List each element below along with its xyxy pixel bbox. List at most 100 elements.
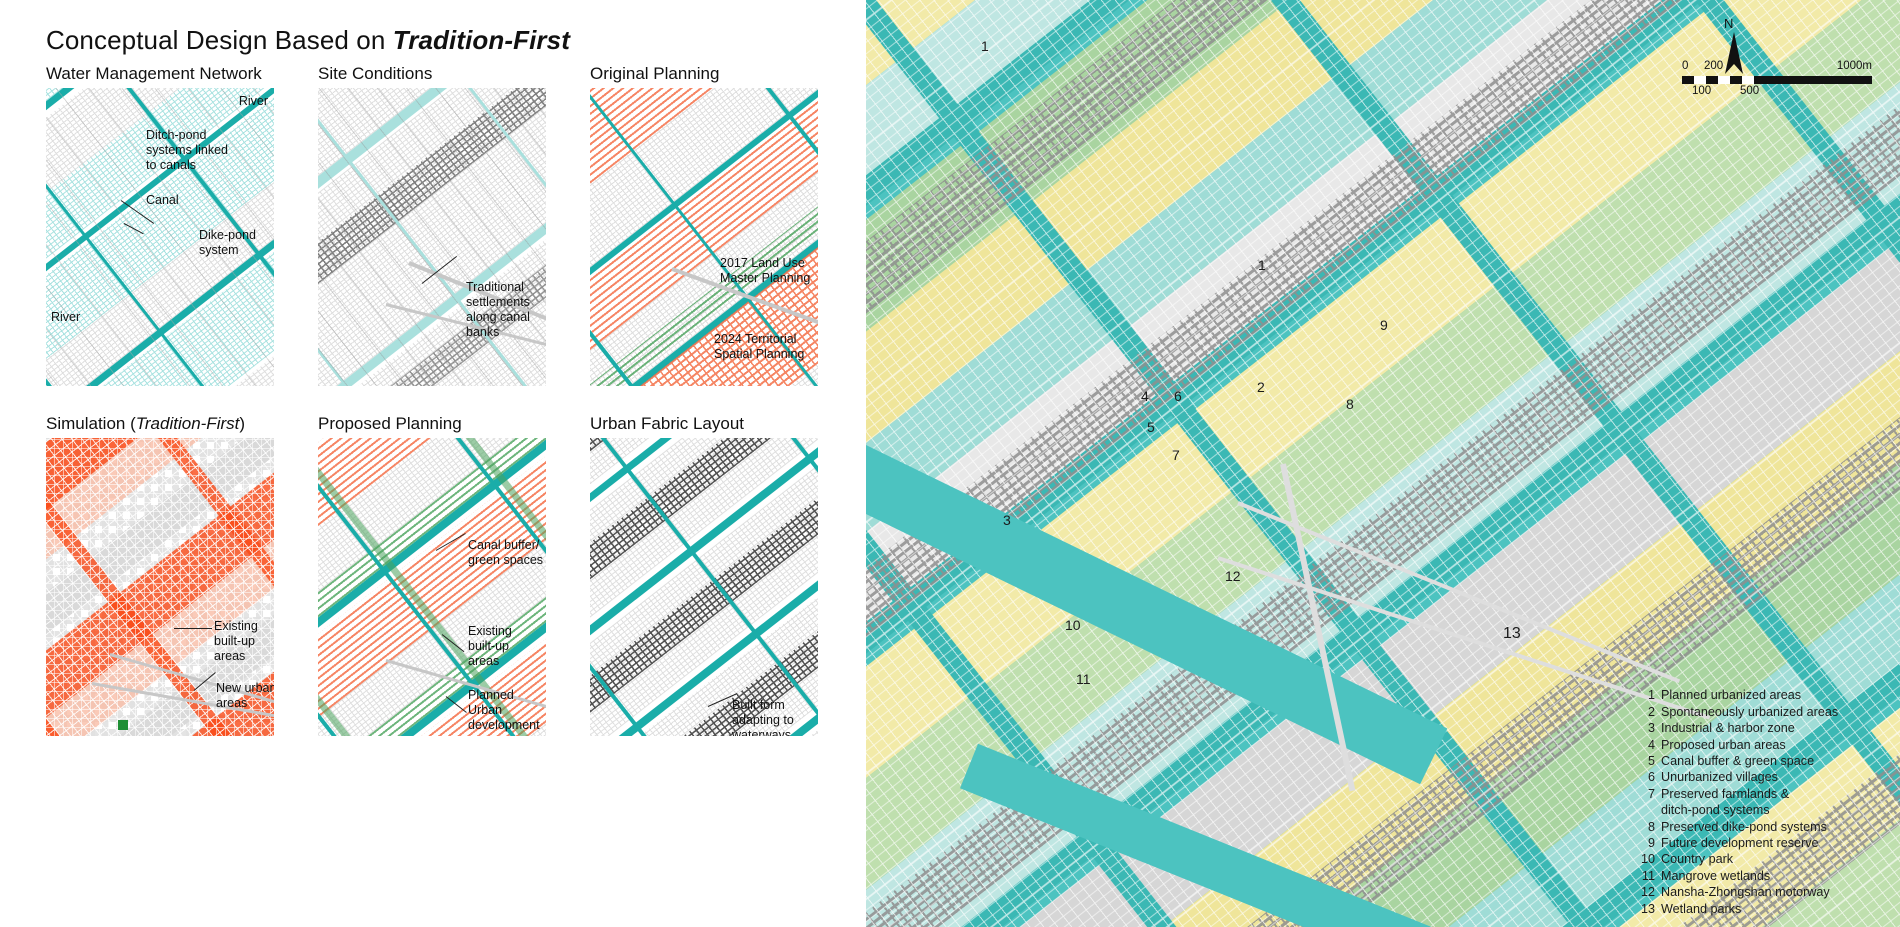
map-callout-2: 2: [1257, 379, 1265, 395]
legend-item: 5 Canal buffer & green space: [1638, 753, 1888, 769]
panel-map-simulation[interactable]: Existing built-up areas New urban areas: [46, 438, 274, 736]
legend-label: Wetland parks: [1661, 901, 1742, 916]
page-title: Conceptual Design Based on Tradition-Fir…: [46, 25, 570, 56]
annotation-river-bottom: River: [51, 310, 81, 324]
scale-top-labels: 0 200 1000m: [1682, 60, 1872, 75]
legend-label: Future development reserve: [1661, 835, 1819, 850]
legend-label: Country park: [1661, 852, 1734, 867]
legend-number: 1: [1647, 688, 1655, 703]
legend-item: 2 Spontaneously urbanized areas: [1638, 704, 1888, 720]
north-label: N: [1724, 16, 1734, 31]
panel-proposed-planning[interactable]: Proposed Planning: [318, 414, 550, 744]
page-title-italic: Tradition-First: [392, 25, 570, 55]
panel-map-water-management-network[interactable]: River Ditch-pond systems linked to canal…: [46, 88, 274, 386]
legend-item: 6 Unurbanized villages: [1638, 769, 1888, 785]
legend-item: 11 Mangrove wetlands: [1638, 868, 1888, 884]
legend-label: Preserved farmlands & ditch-pond systems: [1661, 786, 1790, 818]
map-canvas: [318, 88, 546, 386]
annotation-existing-built-up-areas: Existing built-up areas: [468, 624, 512, 668]
legend-label: Spontaneously urbanized areas: [1661, 704, 1839, 719]
annotation-traditional-settlements: Traditional settlements along canal bank…: [466, 280, 530, 339]
map-callout-9: 9: [1380, 317, 1388, 333]
panel-title: Urban Fabric Layout: [590, 414, 745, 433]
legend-label: Mangrove wetlands: [1661, 868, 1771, 883]
annotation-planned-urban-development-areas: Planned Urban development areas: [468, 688, 540, 736]
legend-label: Industrial & harbor zone: [1661, 721, 1795, 736]
map-callout-6: 6: [1174, 388, 1182, 404]
legend-number: 9: [1647, 835, 1655, 850]
masterplan-map[interactable]: 1 1 9 4 6 2 8 5 7 3 12 10 13 11 N 0 200 …: [866, 0, 1900, 927]
legend-item: 12 Nansha-Zhongshan motorway: [1638, 884, 1888, 900]
legend-item: 13 Wetland parks: [1638, 901, 1888, 917]
panel-title-italic: Tradition-First: [135, 414, 240, 433]
map-callout-1: 1: [981, 38, 989, 54]
map-callout-5: 5: [1147, 419, 1155, 435]
annotation-2024-territorial-spatial-planning: 2024 Territorial Spatial Planning: [714, 332, 805, 361]
legend-item: 1 Planned urbanized areas: [1638, 687, 1888, 703]
legend-number: 13: [1640, 901, 1655, 916]
annotation-canal: Canal: [146, 193, 179, 207]
legend-item: 4 Proposed urban areas: [1638, 737, 1888, 753]
panel-site-conditions[interactable]: Site Conditions: [318, 64, 550, 394]
panel-simulation-tradition-first[interactable]: Simulation (Tradition-First): [46, 414, 278, 744]
scale-label-500: 500: [1740, 85, 1760, 97]
map-callout-7: 7: [1172, 447, 1180, 463]
map-legend: 1 Planned urbanized areas 2 Spontaneously …: [1638, 687, 1888, 917]
panel-map-urban-fabric-layout[interactable]: Built form adapting to waterways: [590, 438, 818, 736]
panel-title: Water Management Network: [46, 64, 262, 83]
north-arrow-icon: [1725, 32, 1743, 74]
legend-label: Nansha-Zhongshan motorway: [1661, 885, 1830, 900]
map-rotated-field: [590, 438, 818, 736]
panel-map-original-planning[interactable]: 2017 Land Use Master Planning 2024 Terri…: [590, 88, 818, 386]
scale-bar: 0 200 1000m 100 500: [1682, 60, 1872, 100]
panel-map-proposed-planning[interactable]: Canal buffer/ green spaces Existing buil…: [318, 438, 546, 736]
panel-title-main: Simulation (: [46, 414, 136, 433]
panel-original-planning[interactable]: Original Planning: [590, 64, 822, 394]
annotation-ditch-pond-linked: Ditch-pond systems linked to canals: [146, 128, 228, 172]
legend-number: 11: [1641, 868, 1655, 883]
map-orientation-controls: N 0 200 1000m 100 500: [1682, 8, 1878, 104]
legend-number: 4: [1647, 737, 1655, 752]
map-callout-8: 8: [1346, 396, 1354, 412]
legend-number: 6: [1647, 770, 1655, 785]
panel-water-management-network[interactable]: Water Management Network: [46, 64, 278, 394]
legend-item: 10 Country park: [1638, 851, 1888, 867]
panel-urban-fabric-layout[interactable]: Urban Fabric Layout: [590, 414, 822, 744]
map-canvas: [590, 438, 818, 736]
legend-label: Planned urbanized areas: [1661, 688, 1802, 703]
marker-origin-point: [118, 720, 128, 730]
map-canvas: [46, 438, 274, 736]
legend-label: Canal buffer & green space: [1661, 753, 1815, 768]
annotation-new-urban-areas: New urban areas: [216, 681, 274, 710]
map-callout-3: 3: [1003, 512, 1011, 528]
panel-title: Original Planning: [590, 64, 720, 83]
left-diagram-column: Conceptual Design Based on Tradition-Fir…: [0, 0, 866, 927]
panel-map-site-conditions[interactable]: Traditional settlements along canal bank…: [318, 88, 546, 386]
map-callout-4: 4: [1141, 388, 1149, 404]
legend-number: 2: [1647, 704, 1655, 719]
map-callout-10: 10: [1065, 617, 1081, 633]
legend-item: 9 Future development reserve: [1638, 835, 1888, 851]
map-callout-1b: 1: [1258, 257, 1266, 273]
legend-number: 5: [1647, 753, 1655, 768]
panel-title: Site Conditions: [318, 64, 433, 83]
panel-title-tail: ): [239, 414, 246, 433]
scale-label-100: 100: [1692, 85, 1712, 97]
legend-number: 10: [1640, 852, 1655, 867]
map-callout-12: 12: [1225, 568, 1241, 584]
legend-number: 12: [1640, 885, 1655, 900]
annotation-river-top: River: [238, 94, 268, 108]
scale-bottom-labels: 100 500: [1682, 85, 1872, 100]
legend-number: 8: [1647, 819, 1655, 834]
map-callout-13: 13: [1503, 625, 1521, 642]
map-rotated-field: [318, 88, 546, 386]
scale-label-0: 0: [1682, 60, 1689, 72]
legend-item: 7 Preserved farmlands & ditch-pond system…: [1638, 786, 1888, 819]
panel-title: Simulation (Tradition-First): [46, 414, 245, 434]
page-title-main: Conceptual Design Based on: [46, 25, 393, 55]
panel-title: Proposed Planning: [318, 414, 462, 433]
leader-line: [174, 628, 212, 629]
legend-item: 8 Preserved dike-pond systems: [1638, 819, 1888, 835]
legend-item: 3 Industrial & harbor zone: [1638, 720, 1888, 736]
